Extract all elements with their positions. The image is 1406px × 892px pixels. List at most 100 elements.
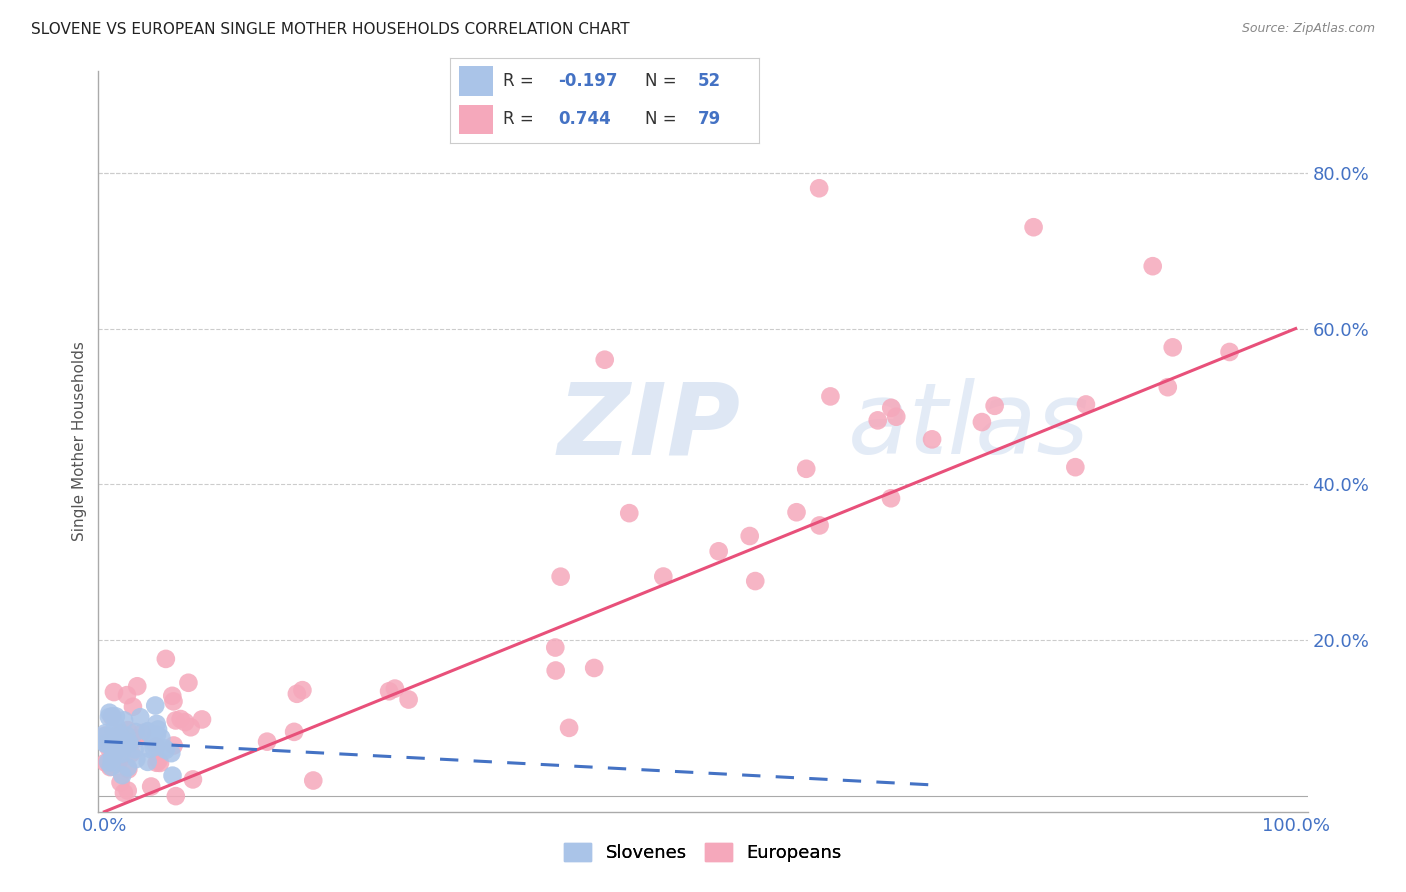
Point xyxy=(125,752,148,766)
Point xyxy=(177,675,200,690)
Point xyxy=(398,692,420,706)
Point xyxy=(593,352,616,367)
Point xyxy=(142,735,165,749)
Point xyxy=(162,689,184,703)
Point xyxy=(880,401,903,415)
Point xyxy=(94,729,117,743)
Text: N =: N = xyxy=(645,110,682,128)
Point xyxy=(149,756,172,770)
Point xyxy=(94,729,117,743)
Point xyxy=(866,413,889,427)
Point xyxy=(110,746,132,760)
Point xyxy=(1219,345,1241,359)
Point xyxy=(124,725,146,739)
Point xyxy=(884,409,907,424)
Point xyxy=(384,681,406,696)
Point xyxy=(105,739,128,753)
Point xyxy=(98,736,121,750)
Point xyxy=(117,723,139,738)
Point xyxy=(122,699,145,714)
Point xyxy=(139,741,162,756)
Point xyxy=(970,415,993,429)
Point xyxy=(104,741,127,756)
Text: N =: N = xyxy=(645,72,682,90)
Point xyxy=(619,506,641,520)
Point xyxy=(111,737,134,751)
Point xyxy=(124,742,146,756)
Point xyxy=(108,742,131,756)
Point xyxy=(174,715,197,730)
Point xyxy=(98,710,121,724)
Point xyxy=(921,433,943,447)
Point xyxy=(808,181,831,195)
Point xyxy=(145,756,167,770)
Point xyxy=(101,755,124,769)
Point xyxy=(104,757,127,772)
Point xyxy=(108,755,131,769)
Point xyxy=(165,714,187,728)
Point xyxy=(94,726,117,740)
Point xyxy=(105,720,128,734)
Point xyxy=(115,737,138,751)
Point xyxy=(101,750,124,764)
Point xyxy=(120,747,142,761)
Point xyxy=(125,731,148,746)
Point xyxy=(1157,380,1180,394)
Point xyxy=(146,723,169,737)
Point xyxy=(1142,259,1164,273)
Point xyxy=(127,679,149,693)
Point xyxy=(880,491,903,506)
Legend: Slovenes, Europeans: Slovenes, Europeans xyxy=(557,836,849,870)
Point xyxy=(162,769,184,783)
Point xyxy=(169,712,191,726)
Point xyxy=(136,755,159,769)
Text: 52: 52 xyxy=(697,72,720,90)
Point xyxy=(786,505,808,519)
Point xyxy=(104,709,127,723)
Point xyxy=(98,706,121,720)
Point xyxy=(378,684,401,698)
Point xyxy=(153,741,176,756)
Point xyxy=(101,749,124,764)
Point xyxy=(101,709,124,723)
Text: ZIP: ZIP xyxy=(558,378,741,475)
Point xyxy=(148,754,170,768)
Point xyxy=(110,747,132,761)
Point xyxy=(544,664,567,678)
Point xyxy=(583,661,606,675)
Point xyxy=(117,783,139,797)
Point xyxy=(100,760,122,774)
Point xyxy=(98,760,121,774)
Point xyxy=(131,726,153,740)
Point xyxy=(145,739,167,754)
Point xyxy=(94,756,117,770)
Point xyxy=(1022,220,1045,235)
Text: 0.744: 0.744 xyxy=(558,110,612,128)
Point xyxy=(1064,460,1087,475)
Point xyxy=(652,569,675,583)
Point xyxy=(283,724,305,739)
Point xyxy=(180,720,202,734)
Point xyxy=(94,737,117,751)
Text: Source: ZipAtlas.com: Source: ZipAtlas.com xyxy=(1241,22,1375,36)
Point xyxy=(707,544,730,558)
Point xyxy=(115,729,138,743)
Point xyxy=(302,773,325,788)
Text: atlas: atlas xyxy=(848,378,1090,475)
Point xyxy=(129,710,152,724)
Point xyxy=(155,652,177,666)
Point xyxy=(136,725,159,739)
Point xyxy=(112,714,135,728)
Point xyxy=(1074,397,1097,411)
Point xyxy=(143,698,166,713)
Point xyxy=(794,462,817,476)
Point xyxy=(544,640,567,655)
Point xyxy=(94,736,117,750)
Point xyxy=(256,734,278,748)
Point xyxy=(143,735,166,749)
Point xyxy=(105,740,128,755)
Point xyxy=(118,736,141,750)
Point xyxy=(181,772,204,787)
Point xyxy=(97,740,120,755)
Text: R =: R = xyxy=(502,110,538,128)
